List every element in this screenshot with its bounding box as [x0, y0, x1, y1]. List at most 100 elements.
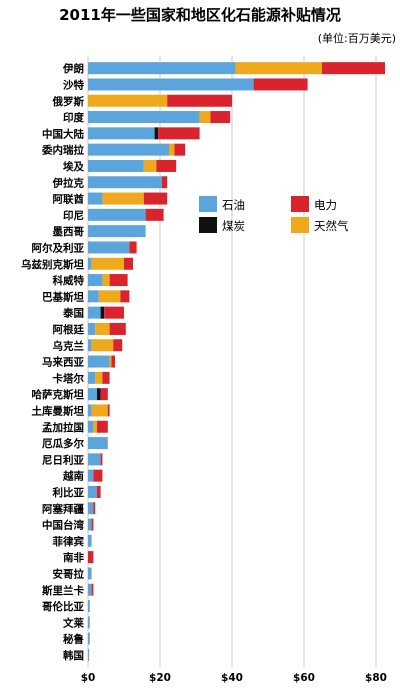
bar-segment [109, 355, 112, 368]
bar-segment [154, 127, 159, 140]
category-label: 厄瓜多尔 [42, 437, 84, 450]
bar-segment [91, 404, 108, 417]
bar-segment [143, 192, 168, 205]
category-label: 尼日利亚 [42, 453, 84, 466]
category-label: 墨西哥 [53, 226, 85, 238]
bar-segment [88, 322, 96, 335]
bar-segment [88, 225, 146, 238]
category-label: 沙特 [63, 78, 84, 91]
category-label: 印度 [63, 111, 84, 124]
category-label: 斯里兰卡 [42, 584, 84, 597]
legend-swatch [199, 196, 217, 212]
bar-segment [88, 94, 168, 107]
category-label: 安哥拉 [53, 567, 85, 580]
bar-segment [91, 339, 114, 352]
bar-segment [88, 290, 99, 303]
bar-segment [88, 306, 101, 319]
bar-segment [88, 616, 90, 629]
bar-segment [111, 355, 115, 368]
bar-segment [88, 600, 90, 613]
bar-segment [156, 159, 177, 172]
bar-segment [253, 78, 308, 91]
bar-segment [143, 159, 157, 172]
category-label: 南非 [63, 551, 84, 564]
bar-segment [100, 306, 105, 319]
category-label: 泰国 [62, 307, 84, 320]
category-label: 哥伦比亚 [42, 600, 84, 613]
chart-title: 2011年一些国家和地区化石能源补贴情况 [59, 6, 341, 24]
category-label: 哈萨克斯坦 [32, 388, 85, 401]
bar-segment [100, 453, 103, 466]
category-label: 卡塔尔 [53, 372, 85, 385]
bar-segment [91, 518, 94, 531]
category-label: 阿联酋 [53, 193, 85, 206]
bar-segment [88, 274, 103, 287]
category-label: 中国大陆 [42, 127, 84, 140]
category-label: 秘鲁 [63, 633, 84, 646]
bar-segment [210, 111, 231, 124]
legend-swatch [199, 217, 217, 233]
x-tick-label: $20 [149, 672, 171, 684]
x-tick-label: $0 [81, 672, 96, 684]
category-label: 印尼 [63, 210, 84, 222]
category-label: 菲律宾 [53, 535, 85, 548]
bar-segment [88, 648, 90, 661]
category-label: 中国台湾 [42, 519, 84, 532]
category-label: 巴基斯坦 [42, 290, 84, 303]
legend-label: 石油 [222, 198, 245, 212]
bar-segment [88, 437, 108, 450]
bar-segment [95, 322, 110, 335]
bar-segment [174, 143, 186, 156]
legend-swatch [291, 196, 309, 212]
category-label: 伊朗 [62, 62, 84, 75]
bar-segment [88, 551, 94, 564]
bar-segment [88, 388, 97, 401]
bar-segment [93, 469, 103, 482]
x-tick-label: $80 [365, 672, 387, 684]
legend-swatch [291, 217, 309, 233]
bar-segment [124, 257, 133, 270]
bar-segment [88, 241, 130, 254]
bar-segment [88, 176, 162, 189]
bar-segment [88, 159, 144, 172]
category-label: 乌兹别克斯坦 [21, 258, 84, 271]
category-label: 伊拉克 [52, 176, 85, 189]
category-label: 韩国 [63, 649, 84, 662]
bar-segment [102, 274, 110, 287]
bar-segment [102, 192, 144, 205]
category-label: 埃及 [63, 160, 84, 173]
bar-segment [107, 404, 110, 417]
bar-segment [88, 62, 236, 75]
bar-segment [322, 62, 385, 75]
bars [88, 62, 385, 661]
bar-segment [88, 420, 94, 433]
category-label: 马来西亚 [42, 356, 84, 369]
category-label: 委内瑞拉 [41, 144, 84, 157]
bar-segment [88, 567, 92, 580]
bar-segment [102, 371, 110, 384]
bar-segment [88, 257, 92, 270]
bar-segment [88, 192, 103, 205]
bar-segment [145, 208, 164, 221]
category-label: 阿根廷 [53, 323, 85, 336]
category-label: 阿塞拜疆 [42, 502, 84, 515]
bar-segment [88, 502, 94, 515]
bar-segment [88, 469, 94, 482]
category-label: 阿尔及利亚 [32, 241, 85, 254]
bar-segment [109, 274, 128, 287]
legend-label: 电力 [314, 198, 337, 212]
bar-segment [235, 62, 322, 75]
bar-segment [97, 420, 108, 433]
bar-segment [161, 176, 168, 189]
category-label: 孟加拉国 [42, 421, 84, 434]
bar-segment [98, 290, 121, 303]
bar-segment [93, 420, 97, 433]
bar-segment [100, 388, 108, 401]
bar-segment [93, 502, 96, 515]
category-label: 土库曼斯坦 [32, 404, 85, 417]
bar-segment [88, 583, 92, 596]
category-label: 文莱 [62, 616, 84, 629]
